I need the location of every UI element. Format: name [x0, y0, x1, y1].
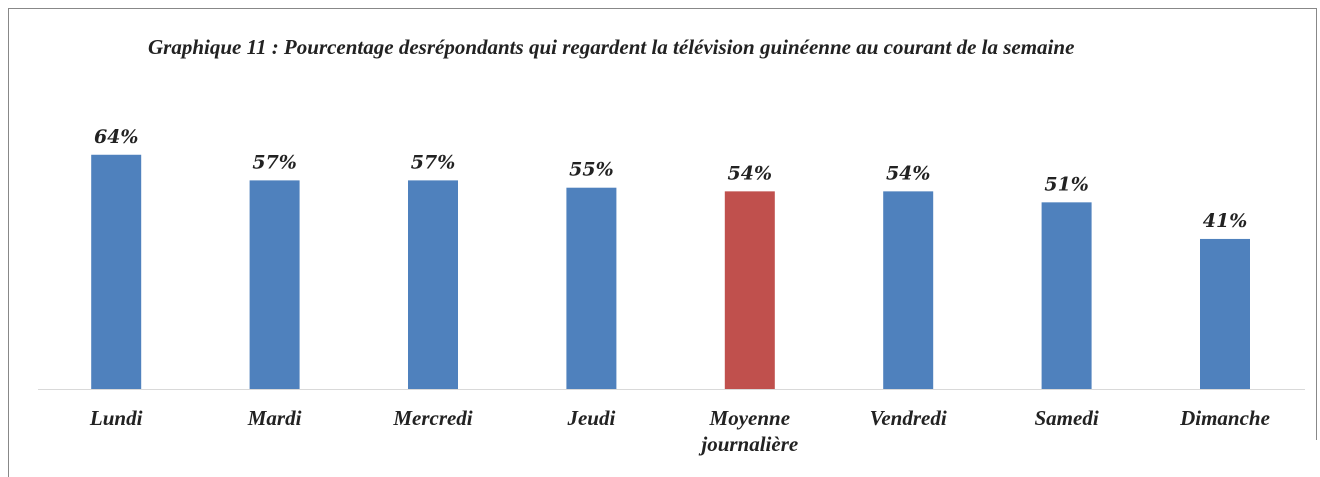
x-tick-label: Jeudi [567, 406, 616, 430]
bar [724, 191, 775, 389]
data-label: 57% [252, 151, 297, 173]
data-label: 64% [94, 126, 139, 148]
x-tick-label: Moyenne journalière [701, 406, 799, 456]
data-label: 54% [886, 162, 931, 184]
bar [249, 180, 300, 389]
bar [1200, 238, 1250, 389]
bar [566, 187, 617, 389]
bar [91, 154, 142, 389]
x-tick-label: Mercredi [393, 406, 473, 430]
x-tick-label: Mardi [247, 406, 302, 430]
data-label: 57% [411, 151, 456, 173]
data-label: 54% [728, 162, 773, 184]
bar [408, 180, 458, 389]
x-tick-label: Lundi [89, 406, 143, 430]
data-label: 41% [1203, 210, 1248, 232]
bar [883, 191, 934, 389]
x-tick-label: Samedi [1034, 406, 1099, 430]
x-tick-label: Vendredi [869, 406, 947, 430]
data-label: 51% [1044, 173, 1089, 195]
chart-title: Graphique 11 : Pourcentage desrépondants… [148, 35, 1075, 59]
data-label: 55% [569, 159, 614, 181]
x-tick-label: Dimanche [1180, 406, 1270, 430]
bar [1041, 202, 1092, 389]
frame [8, 8, 1317, 477]
